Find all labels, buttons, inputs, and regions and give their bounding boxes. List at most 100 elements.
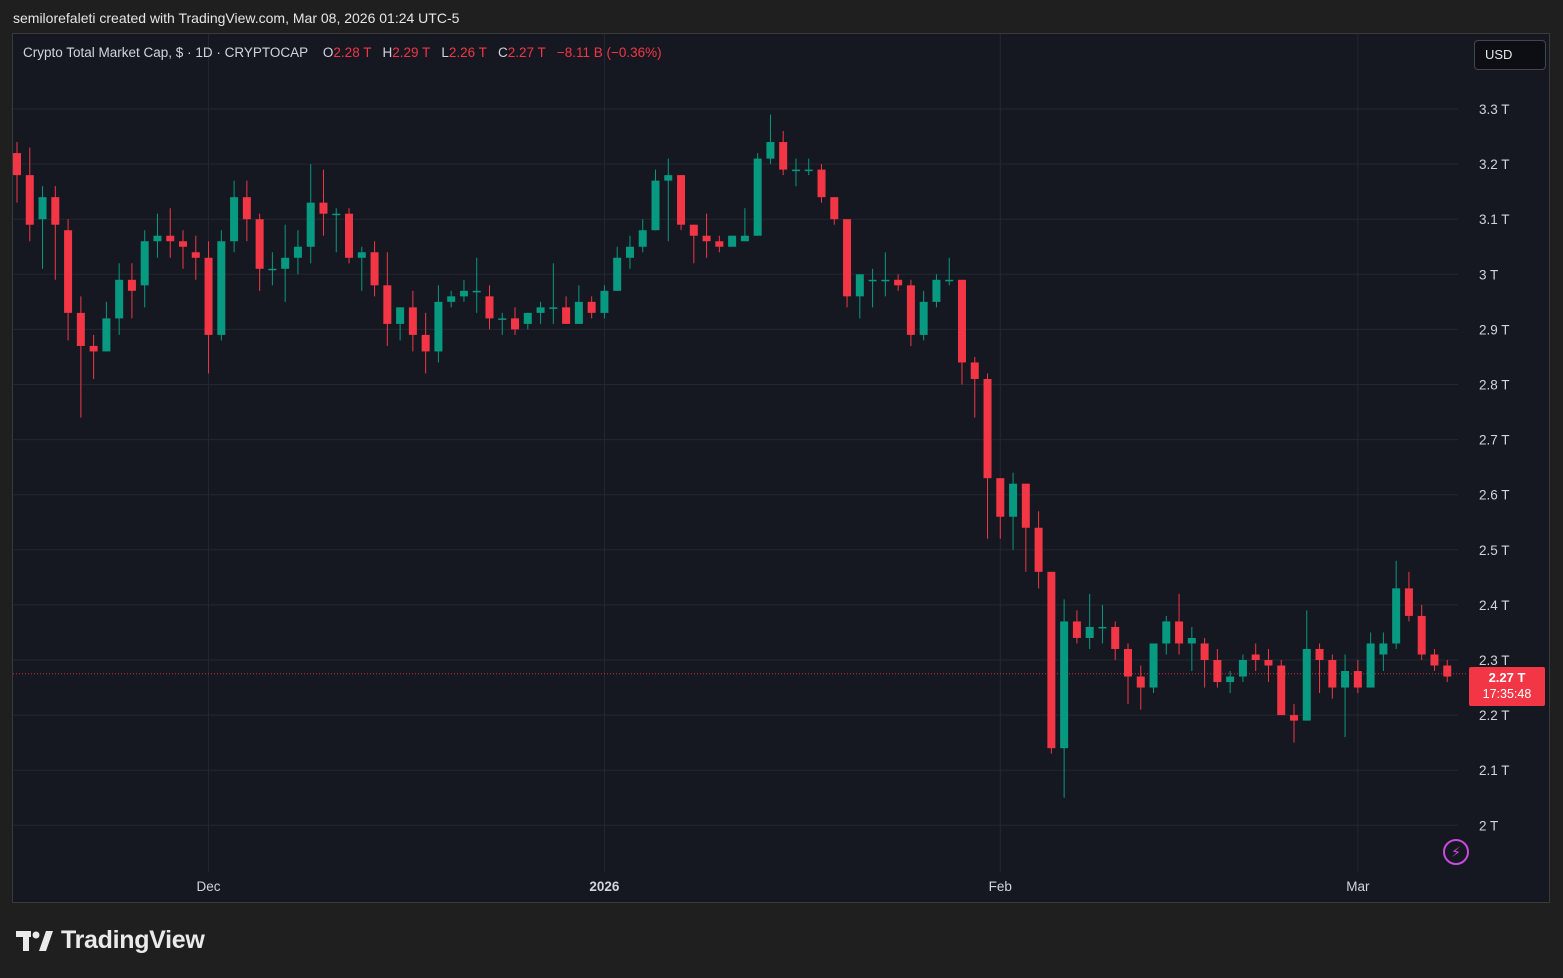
close-label: C — [497, 45, 508, 60]
candle-107 — [1379, 632, 1388, 672]
candle-44 — [574, 285, 583, 324]
candle-body — [1392, 588, 1401, 644]
candle-body — [230, 197, 239, 242]
candle-102 — [1315, 643, 1324, 694]
currency-button[interactable]: USD — [1474, 40, 1546, 70]
candle-body — [1430, 654, 1439, 666]
candle-body — [919, 301, 928, 335]
candle-14 — [191, 235, 200, 280]
candle-18 — [242, 180, 251, 242]
candle-body — [536, 307, 545, 313]
candle-59 — [766, 114, 775, 165]
candle-body — [574, 301, 583, 324]
candle-89 — [1149, 643, 1158, 694]
candle-body — [498, 318, 507, 320]
candle-47 — [613, 246, 622, 291]
candle-43 — [562, 296, 571, 324]
candle-body — [677, 175, 686, 225]
candle-81 — [1047, 571, 1056, 754]
candle-body — [1302, 648, 1311, 721]
candle-34 — [447, 290, 456, 308]
candle-body — [1290, 715, 1298, 721]
candle-5 — [76, 296, 85, 418]
candle-body — [383, 285, 392, 324]
candle-74 — [957, 279, 966, 385]
candle-body — [281, 257, 290, 269]
candle-28 — [370, 241, 379, 297]
high-label: H — [382, 45, 393, 60]
candle-body — [728, 235, 737, 247]
candle-88 — [1136, 665, 1145, 710]
low-value: 2.26 T — [448, 45, 487, 60]
candlestick-chart[interactable]: 3.3 T 3.2 T 3.1 T 3 T 2.9 T 2.8 T 2.7 T 2.6 T 2.… — [13, 34, 1549, 902]
y-tick-label-3: 3 T — [1479, 267, 1498, 282]
candle-body — [957, 279, 966, 363]
candle-body — [166, 235, 175, 242]
y-tick-label-7: 2.6 T — [1479, 488, 1510, 503]
candle-19 — [255, 213, 264, 291]
candle-body — [1200, 643, 1209, 660]
candle-body — [13, 153, 21, 176]
candle-body — [651, 180, 660, 231]
candle-35 — [459, 279, 468, 302]
candle-51 — [664, 158, 673, 242]
candle-body — [1341, 671, 1350, 688]
candle-body — [1366, 643, 1375, 688]
price-axis: 3.3 T 3.2 T 3.1 T 3 T 2.9 T 2.8 T 2.7 T 2.6 T 2.… — [1479, 102, 1510, 833]
candle-37 — [485, 285, 494, 330]
candle-body — [1277, 665, 1286, 716]
last-price-value: 2.27 T — [1488, 670, 1526, 685]
candle-body — [1136, 676, 1145, 688]
candle-101 — [1302, 610, 1311, 721]
candle-body — [115, 279, 124, 319]
candle-body — [319, 202, 328, 214]
candle-91 — [1175, 593, 1184, 655]
symbol-description: Crypto Total Market Cap, $ · 1D · CRYPTO… — [23, 45, 308, 60]
candle-body — [549, 307, 558, 309]
candle-body — [38, 197, 47, 220]
candle-body — [204, 257, 213, 335]
x-tick-label-1: 2026 — [589, 879, 620, 894]
candle-body — [255, 219, 264, 269]
candle-12 — [166, 208, 175, 258]
candle-79 — [1021, 483, 1030, 572]
candle-70 — [906, 279, 915, 346]
candle-77 — [996, 478, 1005, 539]
y-tick-label-6: 2.7 T — [1479, 433, 1510, 448]
candle-body — [1021, 483, 1030, 528]
open-value: 2.28 T — [333, 45, 372, 60]
candle-82 — [1060, 599, 1069, 798]
candle-4 — [64, 219, 73, 341]
candle-83 — [1072, 610, 1081, 644]
candle-106 — [1366, 632, 1375, 688]
candle-93 — [1200, 637, 1209, 688]
candle-body — [830, 197, 839, 220]
candle-1 — [25, 147, 34, 242]
chart-panel[interactable]: 3.3 T 3.2 T 3.1 T 3 T 2.9 T 2.8 T 2.7 T 2.6 T 2.… — [12, 33, 1550, 903]
lightning-icon[interactable]: ⚡ — [1443, 839, 1469, 865]
candle-7 — [102, 301, 111, 352]
tradingview-logo[interactable]: TradingView — [16, 926, 205, 955]
candle-94 — [1213, 648, 1222, 688]
candle-39 — [511, 307, 520, 335]
candle-body — [715, 241, 724, 247]
y-tick-label-13: 2 T — [1479, 818, 1498, 833]
candle-73 — [945, 257, 954, 286]
candle-105 — [1353, 660, 1362, 694]
high-value: 2.29 T — [392, 45, 431, 60]
candle-body — [587, 301, 596, 313]
candle-13 — [179, 230, 188, 269]
candle-body — [1009, 483, 1018, 517]
candle-body — [1328, 660, 1337, 688]
candle-body — [396, 307, 405, 324]
close-value: 2.27 T — [507, 45, 546, 60]
bar-countdown: 17:35:48 — [1482, 687, 1532, 701]
candle-body — [970, 362, 979, 379]
candle-108 — [1392, 560, 1401, 649]
candle-104 — [1341, 654, 1350, 738]
candle-20 — [268, 252, 277, 286]
candle-103 — [1328, 654, 1337, 699]
candle-38 — [498, 312, 507, 335]
candle-110 — [1417, 604, 1426, 660]
candle-body — [1175, 621, 1184, 644]
